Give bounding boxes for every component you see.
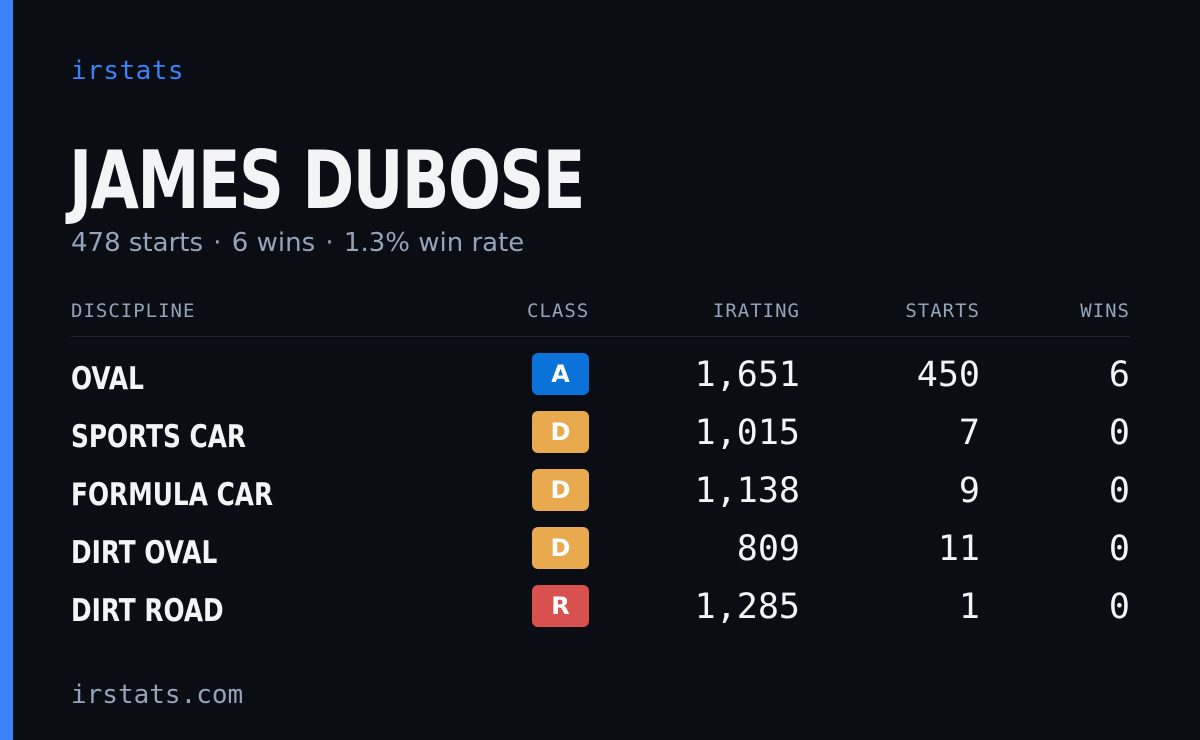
starts-value: 7 xyxy=(958,413,980,453)
discipline-name: OVAL xyxy=(71,361,144,397)
header-starts: STARTS xyxy=(905,300,980,322)
table-header: DISCIPLINE CLASS IRATING STARTS WINS xyxy=(71,296,1130,337)
discipline-name: SPORTS CAR xyxy=(71,419,247,455)
irating-value: 1,285 xyxy=(694,587,800,627)
discipline-name: DIRT ROAD xyxy=(71,593,224,629)
driver-name: JAMES DUBOSE xyxy=(69,134,585,227)
irating-value: 809 xyxy=(736,529,800,569)
wins-value: 0 xyxy=(1108,587,1130,627)
win-rate-summary: 1.3% win rate xyxy=(343,228,525,258)
table-row: DIRT OVAL D 809 11 0 xyxy=(71,527,1130,585)
wins-value: 0 xyxy=(1108,471,1130,511)
driver-summary: 478 starts · 6 wins · 1.3% win rate xyxy=(71,228,524,258)
starts-summary: 478 starts xyxy=(71,228,203,258)
table-row: SPORTS CAR D 1,015 7 0 xyxy=(71,411,1130,469)
irating-value: 1,015 xyxy=(694,413,800,453)
starts-value: 9 xyxy=(958,471,980,511)
wins-value: 0 xyxy=(1108,529,1130,569)
discipline-table: DISCIPLINE CLASS IRATING STARTS WINS OVA… xyxy=(71,296,1130,643)
separator-dot: · xyxy=(325,228,334,258)
class-badge: A xyxy=(532,353,589,395)
class-badge: R xyxy=(532,585,589,627)
irating-value: 1,651 xyxy=(694,355,800,395)
discipline-name: FORMULA CAR xyxy=(71,477,274,513)
class-badge: D xyxy=(532,469,589,511)
table-row: OVAL A 1,651 450 6 xyxy=(71,353,1130,411)
discipline-name: DIRT OVAL xyxy=(71,535,218,571)
wins-summary: 6 wins xyxy=(231,228,316,258)
header-irating: IRATING xyxy=(712,300,800,322)
class-badge: D xyxy=(532,411,589,453)
header-class: CLASS xyxy=(527,300,590,322)
header-discipline: DISCIPLINE xyxy=(71,300,196,322)
wins-value: 0 xyxy=(1108,413,1130,453)
irating-value: 1,138 xyxy=(694,471,800,511)
header-wins: WINS xyxy=(1080,300,1130,322)
starts-value: 450 xyxy=(916,355,980,395)
brand-logo-text: irstats xyxy=(71,56,185,86)
table-body: OVAL A 1,651 450 6 SPORTS CAR D 1,015 7 … xyxy=(71,353,1130,643)
wins-value: 6 xyxy=(1108,355,1130,395)
starts-value: 11 xyxy=(937,529,980,569)
accent-bar xyxy=(0,0,13,740)
table-row: DIRT ROAD R 1,285 1 0 xyxy=(71,585,1130,643)
separator-dot: · xyxy=(213,228,222,258)
class-badge: D xyxy=(532,527,589,569)
footer-url[interactable]: irstats.com xyxy=(71,680,244,710)
table-row: FORMULA CAR D 1,138 9 0 xyxy=(71,469,1130,527)
starts-value: 1 xyxy=(958,587,980,627)
